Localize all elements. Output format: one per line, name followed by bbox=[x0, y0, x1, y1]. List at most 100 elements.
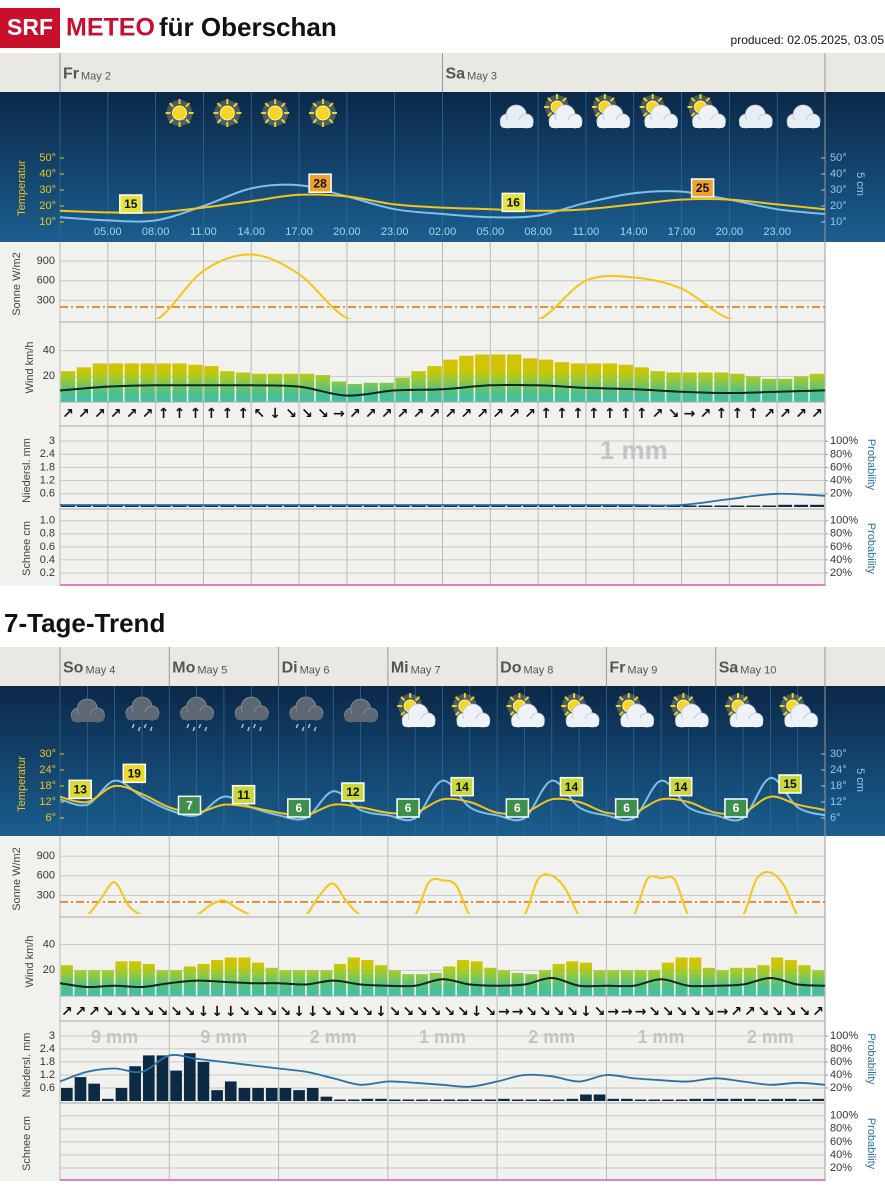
y2-tick-label: 100% bbox=[830, 515, 858, 527]
wind-direction: ↓ bbox=[471, 1004, 483, 1020]
cloud bbox=[499, 104, 534, 129]
weather-icon bbox=[670, 693, 709, 728]
cloud-part bbox=[235, 712, 269, 720]
precipitation-bar bbox=[771, 1098, 784, 1101]
y2-tick-label: 20% bbox=[830, 1162, 852, 1174]
precipitation-bar bbox=[602, 505, 617, 507]
precipitation-probability bbox=[60, 492, 826, 507]
wind-direction: ↘ bbox=[668, 406, 680, 422]
temperature-box bbox=[122, 763, 147, 784]
x-tick-label: 11.00 bbox=[573, 226, 600, 238]
wind-gust-bar bbox=[525, 974, 538, 996]
cloud bbox=[401, 703, 436, 728]
produced: produced: 02.05.2025, 03.05 bbox=[731, 33, 885, 47]
wind-direction: ↗ bbox=[142, 406, 154, 422]
wind-gust-bar bbox=[108, 363, 123, 402]
wind-gust-bar bbox=[220, 371, 235, 402]
y2-tick-label: 20° bbox=[830, 200, 847, 212]
weather-icon bbox=[687, 94, 726, 129]
wind-direction: → bbox=[498, 1004, 510, 1020]
wind-gust-bar bbox=[101, 970, 114, 996]
wind-direction: ↗ bbox=[349, 406, 361, 422]
precipitation-bar bbox=[416, 1099, 428, 1101]
wind-gust-bar bbox=[716, 970, 729, 996]
precipitation-bar bbox=[470, 1099, 483, 1101]
wind-direction: ↗ bbox=[110, 406, 122, 422]
weather-icon bbox=[639, 94, 679, 129]
wind-gust-bar bbox=[730, 967, 743, 996]
y-tick-label: 0.4 bbox=[40, 554, 55, 566]
y2-axis-title: Probability bbox=[865, 1033, 877, 1085]
wind-direction: ↗ bbox=[744, 1004, 756, 1020]
y-tick-label: 18° bbox=[39, 780, 56, 792]
wind-gust-bar bbox=[491, 354, 506, 402]
precipitation-bar bbox=[388, 1099, 401, 1101]
wind-gust-bar bbox=[361, 960, 374, 996]
wind-gust-bar bbox=[156, 363, 171, 402]
wind-gust-bar bbox=[507, 354, 522, 402]
rain-drop bbox=[131, 723, 135, 729]
precipitation-bar bbox=[316, 505, 330, 507]
wind-gust-bar bbox=[315, 375, 331, 402]
sun-ray bbox=[673, 696, 679, 702]
wind-direction: ↘ bbox=[484, 1004, 496, 1020]
day-date: May 10 bbox=[740, 664, 776, 676]
wind-direction: ↗ bbox=[652, 406, 664, 422]
temperature-box bbox=[177, 795, 202, 816]
sun-ray bbox=[185, 118, 191, 124]
wind-direction: ↓ bbox=[198, 1004, 210, 1020]
wind-gust-bar bbox=[798, 965, 811, 996]
sun-ray bbox=[633, 696, 639, 702]
precipitation-bar bbox=[716, 1098, 729, 1101]
cloud bbox=[234, 696, 269, 721]
sun-ray bbox=[579, 696, 585, 702]
day-date: May 8 bbox=[523, 664, 553, 676]
temperature-box-label: 6 bbox=[623, 801, 630, 815]
wind-gust-bar bbox=[388, 970, 401, 996]
precipitation-bar bbox=[236, 505, 251, 507]
wind-gust-bar bbox=[334, 963, 347, 996]
wind-direction: ↖ bbox=[253, 406, 265, 422]
wind-direction: ↓ bbox=[293, 1004, 305, 1020]
cloud bbox=[289, 696, 324, 721]
precipitation-total: 1 mm bbox=[638, 1027, 685, 1047]
wind-direction: ↘ bbox=[285, 406, 297, 422]
wind-gust-bar bbox=[607, 970, 620, 996]
wind-gust-bar bbox=[757, 965, 770, 996]
wind-direction: ↘ bbox=[416, 1004, 428, 1020]
wind-gust-bar bbox=[475, 354, 490, 402]
temperature-box-label: 11 bbox=[237, 788, 250, 802]
wind-direction: ↘ bbox=[758, 1004, 770, 1020]
wind-direction: ↗ bbox=[492, 406, 504, 422]
wind-direction: ↘ bbox=[525, 1004, 537, 1020]
cloud-part bbox=[125, 712, 159, 720]
y-axis-title: Temperatur bbox=[16, 756, 28, 812]
x-tick-label: 23.00 bbox=[763, 226, 791, 238]
temperature-box-label: 6 bbox=[733, 801, 740, 815]
cloud-part bbox=[180, 712, 214, 720]
x-tick-label: 08.00 bbox=[142, 226, 170, 238]
precipitation-total: 1 mm bbox=[600, 435, 668, 465]
precipitation-bar bbox=[101, 1098, 114, 1101]
day-date: May 4 bbox=[85, 664, 115, 676]
rain-drop bbox=[149, 726, 153, 732]
cloud bbox=[344, 698, 378, 723]
sun-ray bbox=[609, 97, 615, 103]
precipitation-bar bbox=[498, 1098, 510, 1101]
day-name: Fr bbox=[609, 660, 625, 677]
y2-tick-label: 12° bbox=[830, 796, 847, 808]
precipitation-bar bbox=[539, 505, 554, 507]
wind-direction: ↗ bbox=[795, 406, 807, 422]
wind-gust-bar bbox=[634, 970, 647, 996]
y2-tick-label: 100% bbox=[830, 435, 858, 447]
sun-ray bbox=[400, 696, 406, 702]
precipitation-bar bbox=[188, 505, 203, 507]
cloud bbox=[511, 703, 545, 728]
temperature-box bbox=[505, 798, 530, 818]
wind-gust-bar bbox=[129, 961, 142, 996]
precipitation-bar bbox=[648, 1099, 661, 1101]
wind-direction: ↑ bbox=[221, 406, 233, 422]
y-tick-label: 2.4 bbox=[40, 448, 55, 460]
wind-direction: ↘ bbox=[689, 1004, 701, 1020]
precipitation-bar bbox=[662, 1099, 674, 1101]
